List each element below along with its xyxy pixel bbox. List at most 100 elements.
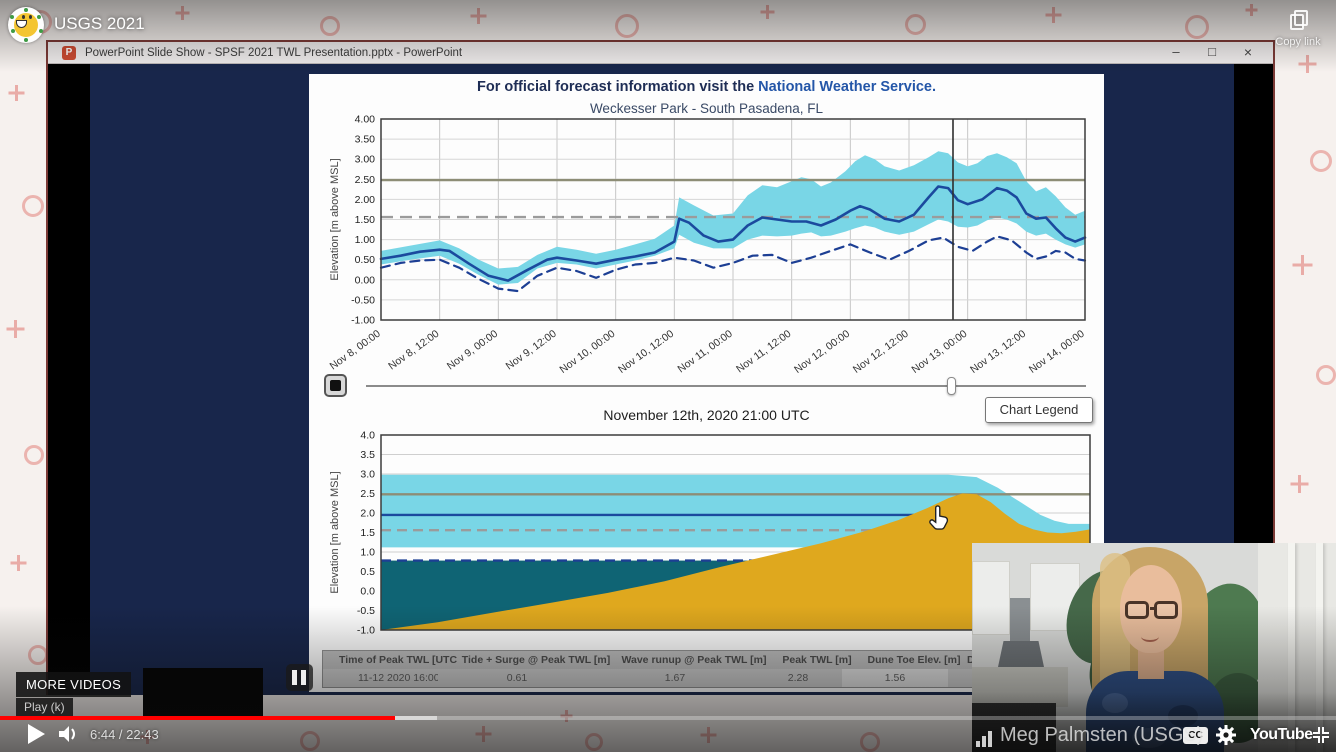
doodle-decoration — [1310, 150, 1332, 172]
range-hood-chimney — [1010, 598, 1030, 646]
settings-button[interactable] — [1216, 725, 1236, 750]
glasses-lens — [1154, 601, 1178, 619]
stop-icon — [330, 380, 341, 391]
time-slider-track[interactable] — [366, 377, 1086, 395]
station-title: Weckesser Park - South Pasadena, FL — [589, 101, 824, 116]
size-toggle-button[interactable] — [1312, 726, 1330, 749]
played-bar — [0, 716, 396, 720]
x-tick-label: Nov 9, 00:00 — [445, 328, 500, 373]
copy-link-control[interactable]: Copy link — [1268, 10, 1328, 48]
y-tick-label: 2.50 — [355, 174, 376, 186]
table-header-cell: Tide + Surge @ Peak TWL [m] — [461, 654, 611, 666]
nws-link[interactable]: National Weather Service. — [758, 79, 937, 95]
doodle-decoration — [905, 14, 926, 35]
minimize-button[interactable]: – — [1172, 44, 1180, 59]
x-tick-label: Nov 10, 12:00 — [616, 328, 676, 376]
doodle-decoration — [1045, 7, 1061, 23]
glasses-lens — [1125, 601, 1149, 619]
copy-link-label: Copy link — [1275, 36, 1321, 48]
doodle-decoration — [10, 555, 26, 571]
window-title: PowerPoint Slide Show - SPSF 2021 TWL Pr… — [85, 46, 463, 59]
doodle-decoration — [24, 445, 44, 465]
powerpoint-titlebar[interactable]: P PowerPoint Slide Show - SPSF 2021 TWL … — [48, 42, 1273, 64]
y-tick-label: 1.00 — [355, 234, 376, 246]
table-value-cell: 11-12 2020 16:00 — [358, 672, 438, 684]
forecast-timeseries-chart: 4.00 3.50 3.00 2.50 2.00 1.50 1.00 0.50 0.00 -0.5… — [328, 114, 1087, 376]
doodle-decoration — [1185, 15, 1209, 39]
y-tick-label: 1.50 — [355, 214, 376, 226]
stop-animation-button[interactable] — [324, 374, 347, 397]
play-tooltip: Play (k) — [16, 698, 73, 718]
table-header-cell: Wave runup @ Peak TWL [m] — [621, 654, 767, 666]
doodle-decoration — [1298, 55, 1316, 73]
table-header-cell: Peak TWL [m] — [782, 654, 852, 666]
video-title[interactable]: USGS 2021 — [54, 14, 145, 33]
y-tick-label: -1.0 — [357, 625, 375, 637]
y-tick-label: 0.00 — [355, 274, 376, 286]
doodle-decoration — [28, 645, 48, 665]
powerpoint-app-icon: P — [62, 45, 76, 60]
play-button[interactable] — [26, 723, 46, 750]
y-axis-title: Elevation [m above MSL] — [329, 471, 341, 593]
snapshot-time-title: November 12th, 2020 21:00 UTC — [603, 407, 810, 423]
captions-button[interactable]: CC — [1183, 727, 1208, 744]
corners-inward-icon — [1313, 727, 1329, 743]
time-slider-handle[interactable] — [947, 377, 956, 395]
x-tick-label: Nov 10, 00:00 — [557, 328, 617, 376]
y-tick-label: 4.0 — [360, 430, 375, 442]
x-tick-label: Nov 12, 00:00 — [792, 328, 852, 376]
range-hood — [998, 641, 1044, 667]
avatar-dot — [24, 38, 28, 42]
doodle-decoration — [615, 14, 639, 38]
video-progress-bar[interactable] — [0, 716, 1336, 720]
player-controls: 6:44 / 22:43 CC YouTube — [0, 720, 1336, 752]
y-tick-label: 3.50 — [355, 134, 376, 146]
copy-link-icon — [1290, 10, 1308, 30]
pause-overlay-button[interactable] — [286, 664, 313, 691]
x-tick-label: Nov 14, 00:00 — [1027, 328, 1087, 376]
doodle-decoration — [1290, 475, 1308, 493]
avatar-dot — [39, 29, 43, 33]
audio-level-icon — [976, 730, 992, 747]
y-tick-label: 0.5 — [360, 566, 375, 578]
y-tick-label: 3.5 — [360, 449, 375, 461]
time-display: 6:44 / 22:43 — [90, 727, 159, 742]
chart-legend-button[interactable]: Chart Legend — [985, 397, 1093, 423]
y-tick-label: 2.0 — [360, 508, 375, 520]
y-tick-label: 1.0 — [360, 547, 375, 559]
table-header-cell: Time of Peak TWL [UTC] — [339, 654, 457, 666]
table-value-cell: 0.61 — [506, 672, 528, 684]
y-tick-label: 0.0 — [360, 586, 375, 598]
y-tick-label: 4.00 — [355, 114, 376, 126]
doodle-decoration — [6, 320, 24, 338]
x-tick-label: Nov 11, 12:00 — [734, 328, 793, 376]
avatar-dot — [37, 15, 41, 19]
pause-icon — [292, 670, 297, 685]
forecast-line — [379, 185, 1087, 282]
doodle-decoration — [760, 5, 774, 19]
youtube-logo[interactable]: YouTube — [1250, 726, 1313, 743]
more-videos-badge[interactable]: MORE VIDEOS — [16, 672, 132, 697]
y-tick-label: 3.00 — [355, 154, 376, 166]
close-button[interactable]: × — [1243, 44, 1253, 60]
x-tick-label: Nov 8, 00:00 — [328, 328, 383, 373]
channel-avatar[interactable] — [8, 7, 44, 43]
maximize-button[interactable]: □ — [1208, 44, 1216, 59]
sand-profile — [381, 493, 1090, 630]
doodle-decoration — [8, 85, 24, 101]
plot-border — [380, 118, 1086, 321]
y-tick-label: 2.00 — [355, 194, 376, 206]
volume-button[interactable] — [58, 725, 80, 748]
table-value-cell: 1.67 — [664, 672, 686, 684]
avatar-mouth — [16, 20, 27, 28]
y-tick-label: 2.5 — [360, 488, 375, 500]
pause-icon — [301, 670, 306, 685]
x-tick-label: Nov 13, 12:00 — [968, 328, 1028, 376]
doodle-decoration — [1316, 365, 1336, 385]
y-tick-label: 1.5 — [360, 527, 375, 539]
kitchen-cabinet — [972, 561, 1010, 635]
slide: For official forecast information visit … — [309, 74, 1104, 692]
y-tick-label: -0.50 — [351, 294, 375, 306]
avatar-dot — [24, 8, 28, 12]
x-tick-label: Nov 13, 00:00 — [909, 328, 969, 376]
